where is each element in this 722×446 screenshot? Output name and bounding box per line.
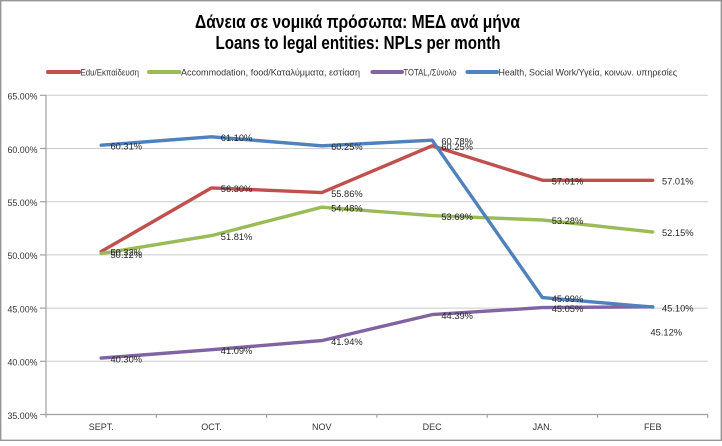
svg-text:50.00%: 50.00% [8, 251, 39, 262]
svg-text:55.86%: 55.86% [331, 189, 363, 199]
svg-text:Edu/Εκπαίδευση: Edu/Εκπαίδευση [81, 68, 140, 79]
svg-text:35.00%: 35.00% [8, 411, 39, 422]
svg-text:60.25%: 60.25% [331, 142, 363, 152]
svg-text:Accommodation, food/Καταλύμματ: Accommodation, food/Καταλύμματα, εστίαση [181, 68, 360, 79]
svg-text:41.09%: 41.09% [221, 346, 253, 356]
svg-text:40.30%: 40.30% [111, 354, 143, 364]
svg-text:DEC: DEC [423, 422, 443, 432]
svg-text:45.99%: 45.99% [552, 294, 584, 304]
svg-text:53.28%: 53.28% [552, 216, 584, 226]
svg-text:45.10%: 45.10% [662, 303, 694, 313]
svg-text:53.69%: 53.69% [441, 212, 473, 222]
svg-text:61.10%: 61.10% [221, 133, 253, 143]
svg-text:54.48%: 54.48% [331, 203, 363, 213]
svg-text:41.94%: 41.94% [331, 337, 363, 347]
svg-text:Health, Social Work/Υγεία, κοι: Health, Social Work/Υγεία, κοινων. υπηρε… [499, 68, 678, 79]
svg-text:57.01%: 57.01% [662, 177, 694, 187]
svg-text:JAN.: JAN. [533, 422, 553, 432]
svg-text:45.00%: 45.00% [8, 304, 39, 315]
svg-text:FEB: FEB [644, 422, 662, 432]
svg-text:44.39%: 44.39% [441, 311, 473, 321]
svg-text:OCT.: OCT. [201, 422, 222, 432]
svg-text:40.00%: 40.00% [8, 358, 39, 369]
svg-text:56.30%: 56.30% [221, 184, 253, 194]
svg-text:65.00%: 65.00% [8, 92, 39, 103]
svg-text:NOV: NOV [312, 422, 332, 432]
svg-text:45.12%: 45.12% [651, 328, 683, 338]
svg-text:51.81%: 51.81% [221, 232, 253, 242]
svg-text:Δάνεια σε νομικά πρόσωπα: ΜΕΔ: Δάνεια σε νομικά πρόσωπα: ΜΕΔ ανά μήνα [195, 12, 520, 32]
svg-text:52.15%: 52.15% [662, 228, 694, 238]
svg-text:45.05%: 45.05% [552, 304, 584, 314]
svg-text:55.00%: 55.00% [8, 198, 39, 209]
svg-text:60.78%: 60.78% [441, 136, 473, 146]
svg-text:TOTAL,/Σύνολο: TOTAL,/Σύνολο [404, 68, 457, 79]
svg-text:50.32%: 50.32% [111, 248, 143, 258]
svg-text:50.12%: 50.12% [111, 250, 143, 260]
svg-text:60.31%: 60.31% [111, 141, 143, 151]
svg-text:60.00%: 60.00% [8, 145, 39, 156]
svg-text:SEPT.: SEPT. [89, 422, 114, 432]
svg-text:57.01%: 57.01% [552, 177, 584, 187]
svg-text:Loans to legal entities: NPLs: Loans to legal entities: NPLs per month [216, 33, 501, 53]
svg-text:60.25%: 60.25% [441, 142, 473, 152]
